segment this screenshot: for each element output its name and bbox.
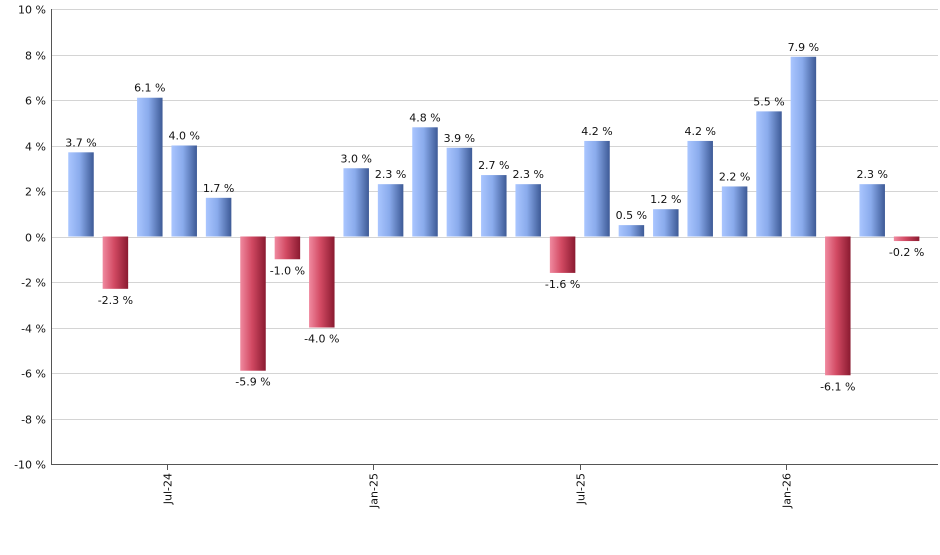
bar-positive [377,184,404,237]
y-tick-label: -4 % [21,323,46,336]
data-label: 4.8 % [409,111,440,124]
data-label: -6.1 % [820,380,855,393]
data-label: -1.6 % [545,278,580,291]
y-tick-label: 8 % [25,50,46,63]
y-tick-label: 10 % [18,4,46,17]
bar-positive [412,127,438,237]
bar-negative [549,236,576,273]
bar-positive [515,184,541,237]
bar-negative [274,236,301,260]
bar-negative [102,236,129,289]
bar-positive [446,147,473,237]
data-label: 3.7 % [65,136,96,149]
data-label: 1.7 % [203,182,234,195]
data-label: 1.2 % [650,193,681,206]
bar-positive [584,140,610,237]
data-label: 4.0 % [168,130,199,143]
y-axis-tick-labels: -10 % -8 % -6 % -4 % -2 % 0 % 2 % 4 % 6 % 8 % 10 % [14,4,46,472]
bars [68,56,920,376]
bar-positive [137,97,163,237]
data-label: 2.7 % [478,159,509,172]
y-tick-label: -8 % [21,414,46,427]
data-label: 2.3 % [512,168,543,181]
bar-positive [343,168,369,237]
axes [51,9,938,465]
data-label: 0.5 % [616,209,647,222]
x-tick-label: Jan-26 [781,473,794,509]
bar-positive [653,209,679,237]
data-label: -4.0 % [304,333,339,346]
bar-positive [721,186,748,237]
bar-negative [240,236,266,371]
bar-positive [790,56,817,237]
data-label: -0.2 % [889,246,924,259]
x-tick-label: Jul-25 [575,473,588,505]
bar-positive [687,140,713,237]
bar-positive [68,152,94,237]
data-label: 3.0 % [340,152,371,165]
data-label: 2.3 % [856,168,887,181]
y-tick-label: -2 % [21,277,46,290]
bar-positive [481,175,507,237]
bar-positive [171,145,197,237]
data-labels: 3.7 % -2.3 % 6.1 % 4.0 % 1.7 % -5.9 % -1.0 % -4… [65,41,924,393]
x-tick-label: Jan-25 [368,473,381,509]
data-label: 4.2 % [581,125,612,138]
bar-negative [893,236,920,242]
bar-positive [205,197,232,237]
y-tick-label: -10 % [14,459,46,472]
bar-negative [825,236,851,376]
bar-positive [756,111,782,237]
y-tick-label: 4 % [25,141,46,154]
data-label: 5.5 % [753,95,784,108]
bar-negative [309,236,335,328]
data-label: 7.9 % [788,41,819,54]
y-tick-label: -6 % [21,368,46,381]
data-label: -5.9 % [235,376,270,389]
y-tick-label: 6 % [25,95,46,108]
y-tick-label: 2 % [25,186,46,199]
data-label: 6.1 % [134,82,165,95]
data-label: 2.2 % [719,170,750,183]
x-tick-label: Jul-24 [162,473,175,505]
data-label: 2.3 % [375,168,406,181]
gridlines [51,9,938,465]
x-axis-tick-labels: Jul-24 Jan-25 Jul-25 Jan-26 [162,464,794,509]
data-label: 3.9 % [444,132,475,145]
bar-positive [859,184,885,237]
y-tick-label: 0 % [25,232,46,245]
data-label: 4.2 % [684,125,715,138]
bar-positive [618,225,645,237]
data-label: -2.3 % [98,294,133,307]
data-label: -1.0 % [270,264,305,277]
